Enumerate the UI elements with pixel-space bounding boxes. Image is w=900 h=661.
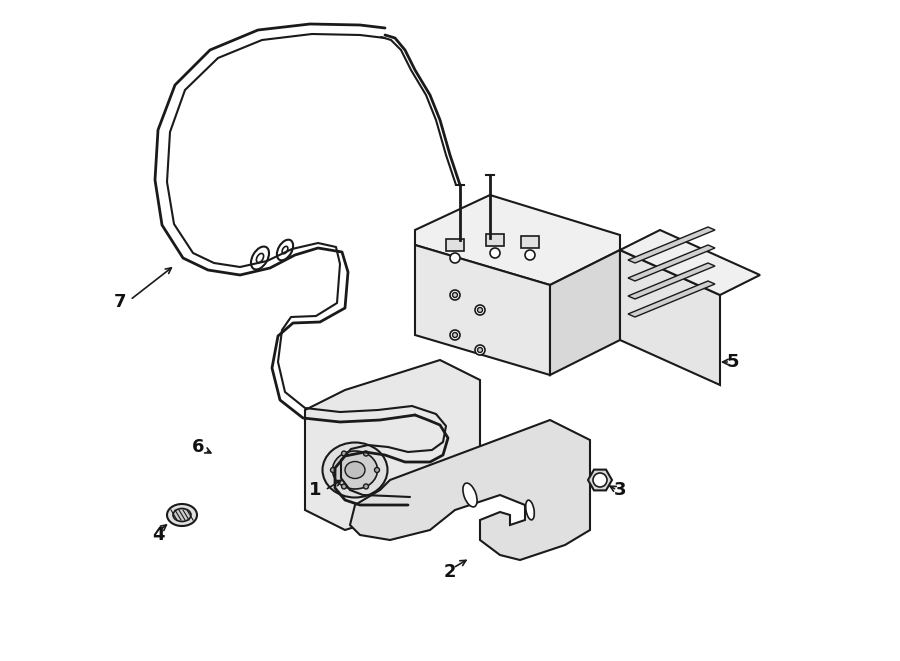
Circle shape (450, 253, 460, 263)
Polygon shape (350, 420, 590, 560)
Text: 5: 5 (727, 353, 739, 371)
Text: 1: 1 (309, 481, 321, 499)
Polygon shape (415, 195, 620, 285)
Circle shape (475, 345, 485, 355)
Circle shape (450, 290, 460, 300)
Text: 4: 4 (152, 526, 164, 544)
Ellipse shape (251, 247, 269, 270)
Polygon shape (628, 263, 715, 299)
Polygon shape (628, 281, 715, 317)
Ellipse shape (167, 504, 197, 526)
Text: 2: 2 (444, 563, 456, 581)
Polygon shape (620, 250, 720, 385)
Circle shape (364, 451, 368, 456)
Ellipse shape (526, 500, 535, 520)
Bar (521, 236, 539, 248)
Text: 7: 7 (113, 293, 126, 311)
Circle shape (453, 332, 457, 338)
Text: 6: 6 (192, 438, 204, 456)
Ellipse shape (345, 461, 365, 479)
Ellipse shape (256, 253, 264, 262)
Polygon shape (620, 230, 760, 295)
Circle shape (374, 467, 380, 473)
Bar (446, 239, 464, 251)
Polygon shape (628, 245, 715, 281)
Circle shape (364, 484, 368, 489)
Circle shape (478, 307, 482, 313)
Polygon shape (550, 250, 620, 375)
Circle shape (341, 484, 346, 489)
Ellipse shape (173, 508, 191, 522)
Polygon shape (415, 245, 550, 375)
Polygon shape (305, 360, 480, 530)
Ellipse shape (332, 451, 377, 489)
Circle shape (593, 473, 607, 487)
Circle shape (341, 451, 346, 456)
Ellipse shape (463, 483, 477, 507)
Circle shape (490, 248, 500, 258)
Ellipse shape (282, 247, 288, 254)
Circle shape (525, 250, 535, 260)
Polygon shape (628, 227, 715, 263)
Circle shape (453, 293, 457, 297)
Ellipse shape (322, 442, 388, 498)
Ellipse shape (277, 240, 293, 260)
Circle shape (450, 330, 460, 340)
Circle shape (330, 467, 336, 473)
Bar (486, 234, 504, 246)
Text: 3: 3 (614, 481, 626, 499)
Circle shape (478, 348, 482, 352)
Circle shape (475, 305, 485, 315)
